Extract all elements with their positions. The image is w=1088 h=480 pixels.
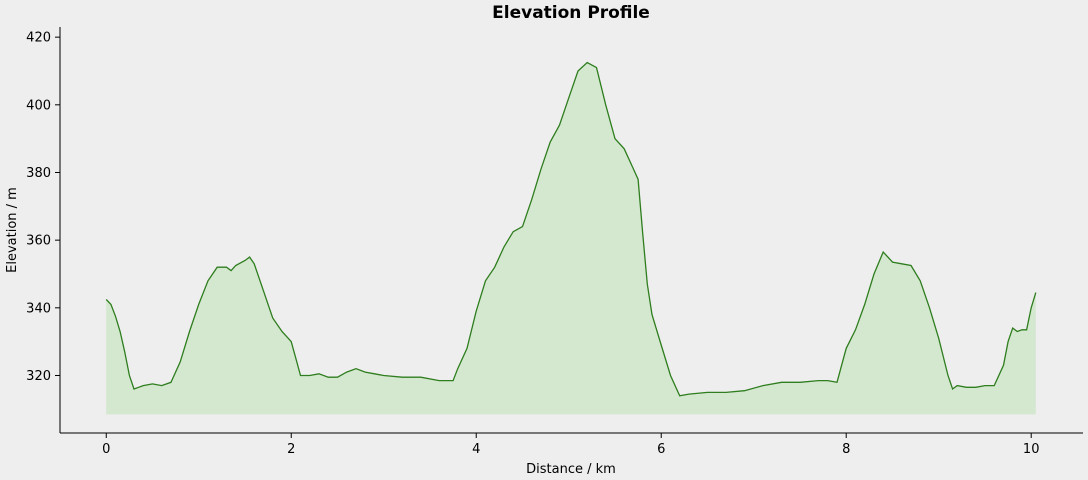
y-tick-label: 320 (26, 369, 51, 384)
y-tick-label: 420 (26, 31, 51, 46)
x-tick-label: 8 (842, 442, 850, 457)
y-axis-ticks: 320 340 360 380 400 420 (26, 31, 60, 384)
elevation-line (105, 61, 1037, 397)
x-axis-ticks: 0 2 4 6 8 10 (102, 433, 1039, 457)
y-tick-label: 400 (26, 98, 51, 113)
plot-area (105, 61, 1037, 415)
chart-title: Elevation Profile (492, 3, 650, 23)
elevation-area-fill (106, 62, 1036, 415)
x-tick-label: 10 (1023, 442, 1040, 457)
x-tick-label: 4 (472, 442, 480, 457)
y-tick-label: 360 (26, 234, 51, 249)
x-tick-label: 2 (287, 442, 295, 457)
y-tick-label: 340 (26, 301, 51, 316)
y-axis-label: Elevation / m (5, 187, 20, 273)
x-tick-label: 6 (657, 442, 665, 457)
x-tick-label: 0 (102, 442, 110, 457)
x-axis-label: Distance / km (526, 462, 616, 477)
y-tick-label: 380 (26, 166, 51, 181)
